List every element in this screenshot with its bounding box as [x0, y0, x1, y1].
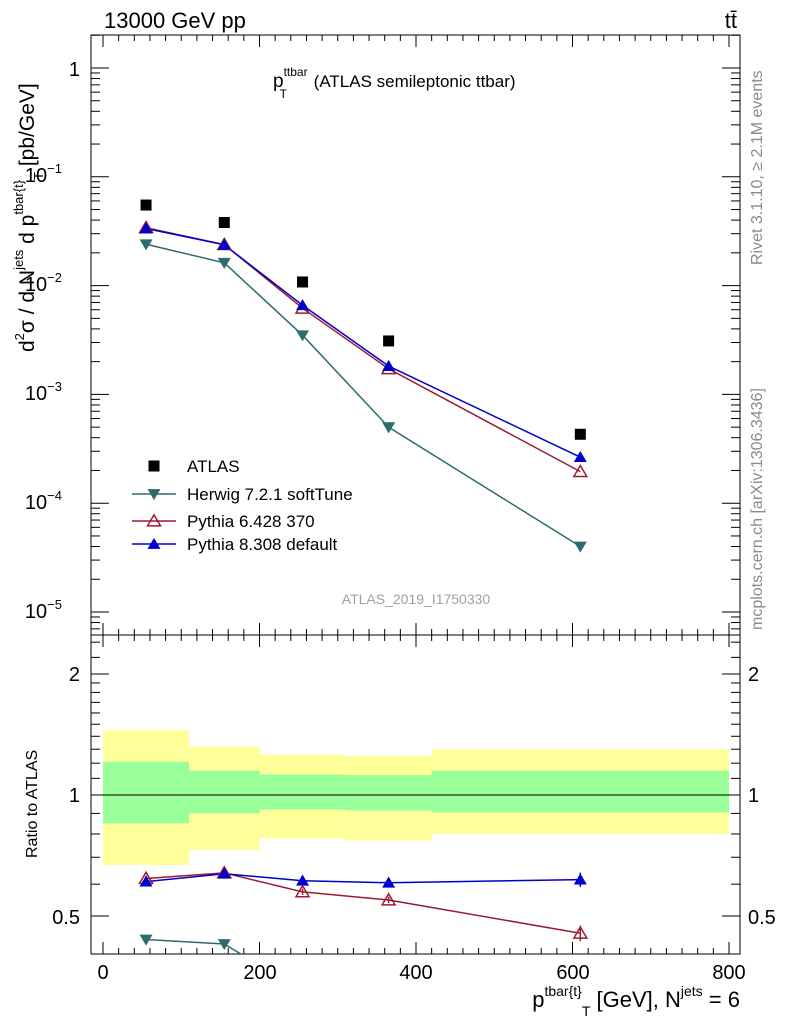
data-point — [217, 257, 231, 269]
ratio-band-green — [103, 761, 190, 824]
legend-entry: Pythia 6.428 370 — [132, 512, 315, 531]
ratio-point — [139, 934, 153, 946]
data-point — [140, 199, 152, 211]
ratio-ytick-label-right: 1 — [748, 785, 759, 807]
main-ytick-label: 10−3 — [25, 379, 62, 405]
ratio-band-green — [431, 770, 729, 813]
plot-title-sub: T — [280, 87, 288, 101]
ratio-point — [572, 925, 589, 939]
ratio-point — [573, 873, 587, 885]
data-point — [382, 422, 396, 434]
data-point — [383, 335, 395, 347]
plot-title: pttbar T (ATLAS semileptonic ttbar) — [273, 65, 516, 101]
data-point — [296, 330, 310, 342]
xtick-label: 600 — [556, 962, 589, 984]
legend: ATLAS Herwig 7.2.1 softTune Pythia 6.428… — [132, 457, 353, 554]
ratio-band-green — [259, 774, 346, 810]
plot-title-sup: ttbar — [284, 65, 308, 79]
legend-symbol — [148, 460, 160, 472]
ratio-band-green — [345, 775, 432, 811]
ratio-point — [382, 876, 396, 888]
ratio-point — [380, 892, 397, 906]
legend-marker-triangle-down-icon — [132, 489, 176, 501]
legend-label: Pythia 8.308 default — [187, 535, 338, 554]
axis-ticks — [91, 34, 740, 954]
ratio-ytick-label-left: 2 — [69, 664, 80, 686]
data-point — [572, 463, 589, 478]
process-label: tt̄ — [725, 8, 737, 33]
data-point — [573, 541, 587, 553]
xtick-label: 800 — [712, 962, 745, 984]
legend-symbol — [146, 513, 162, 527]
plot-title-rest: (ATLAS semileptonic ttbar) — [309, 72, 516, 91]
data-point — [139, 239, 153, 251]
main-ytick-label: 10−2 — [25, 270, 62, 296]
main-ytick-label: 1 — [69, 59, 80, 81]
xtick-label: 0 — [97, 962, 108, 984]
energy-label: 13000 GeV pp — [104, 8, 246, 33]
data-point — [574, 428, 586, 440]
ratio-series-lines — [145, 872, 581, 954]
legend-symbol — [147, 489, 161, 501]
legend-label: ATLAS — [187, 457, 240, 476]
legend-entry: ATLAS — [148, 457, 240, 476]
ratio-point — [139, 875, 153, 887]
legend-entry: Herwig 7.2.1 softTune — [132, 485, 353, 504]
series-line — [145, 227, 581, 458]
ratio-series-line — [145, 872, 581, 884]
x-axis-label: ptbar{t}T [GeV], Njets = 6 — [532, 983, 740, 1019]
data-point — [217, 238, 231, 250]
ratio-point — [217, 939, 231, 951]
data-point — [296, 299, 310, 311]
ratio-point — [296, 874, 310, 886]
legend-marker-triangle-up-icon — [132, 537, 176, 549]
main-ytick-label: 10−1 — [25, 161, 62, 187]
ratio-ytick-label-left: 1 — [69, 785, 80, 807]
legend-marker-triangle-open-icon — [132, 513, 176, 527]
data-point — [139, 222, 153, 234]
ratio-ytick-label-right: 0.5 — [748, 907, 776, 929]
ratio-series-markers — [138, 865, 589, 998]
legend-label: Pythia 6.428 370 — [187, 512, 315, 531]
analysis-id: ATLAS_2019_I1750330 — [342, 591, 491, 607]
legend-symbol — [147, 537, 161, 549]
ratio-ytick-label-left: 0.5 — [52, 907, 80, 929]
ratio-ytick-label-right: 2 — [748, 664, 759, 686]
ratio-bands — [103, 730, 729, 865]
plot-title-main: p — [273, 71, 284, 92]
data-point — [297, 276, 309, 288]
main-ytick-label: 10−5 — [25, 597, 62, 623]
xtick-label: 200 — [243, 962, 276, 984]
main-series-markers — [138, 199, 589, 553]
series-line — [145, 227, 581, 473]
main-ytick-label: 10−4 — [25, 488, 62, 514]
ratio-point — [294, 884, 311, 898]
ratio-point — [217, 867, 231, 879]
data-point — [382, 359, 396, 371]
data-point — [218, 217, 230, 229]
main-y-axis-label: d2σ / d Njets d ptbar{t}T [pb/GeV] — [11, 83, 46, 352]
ratio-point — [296, 987, 309, 998]
rivet-label: Rivet 3.1.10, ≥ 2.1M events — [749, 70, 766, 265]
xtick-label: 400 — [399, 962, 432, 984]
ratio-band-green — [189, 770, 260, 814]
legend-marker-square-icon — [148, 460, 160, 472]
legend-label: Herwig 7.2.1 softTune — [187, 485, 353, 504]
ratio-y-axis-label: Ratio to ATLAS — [24, 750, 41, 858]
legend-entry: Pythia 8.308 default — [132, 535, 338, 554]
data-point — [573, 450, 587, 463]
mcplots-label: mcplots.cern.ch [arXiv:1306.3436] — [749, 388, 766, 630]
main-y-tick-labels: 10−5 10−4 10−3 10−2 10−1 1 — [25, 59, 80, 623]
